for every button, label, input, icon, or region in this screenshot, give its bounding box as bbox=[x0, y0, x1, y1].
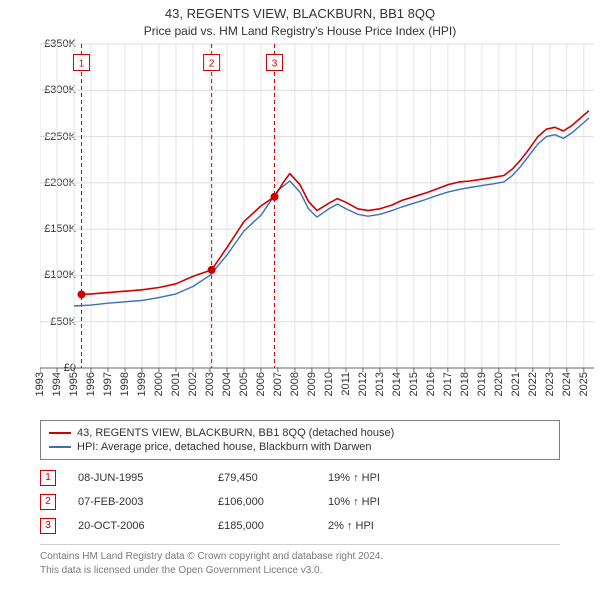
x-axis-label: 1993 bbox=[34, 372, 46, 396]
x-axis-label: 2013 bbox=[374, 372, 386, 396]
chart-subtitle: Price paid vs. HM Land Registry's House … bbox=[0, 21, 600, 42]
x-axis-label: 2012 bbox=[357, 372, 369, 396]
sales-price: £79,450 bbox=[218, 472, 328, 484]
x-axis-label: 1996 bbox=[85, 372, 97, 396]
sales-diff: 19% ↑ HPI bbox=[328, 472, 448, 484]
sales-diff: 2% ↑ HPI bbox=[328, 520, 448, 532]
sales-diff: 10% ↑ HPI bbox=[328, 496, 448, 508]
chart-svg: 1 2 3 bbox=[40, 42, 600, 372]
x-axis-label: 2004 bbox=[221, 372, 233, 396]
chart-area: £0£50K£100K£150K£200K£250K£300K£350K 123 bbox=[40, 42, 600, 372]
x-axis-label: 2024 bbox=[561, 372, 573, 396]
x-axis-label: 2014 bbox=[391, 372, 403, 396]
x-axis-label: 1997 bbox=[102, 372, 114, 396]
event-marker-num: 2 bbox=[209, 59, 215, 70]
sales-price: £185,000 bbox=[218, 520, 328, 532]
legend-swatch bbox=[49, 446, 71, 448]
sales-marker: 2 bbox=[40, 494, 56, 510]
x-axis-label: 2010 bbox=[323, 372, 335, 396]
x-axis-label: 2011 bbox=[340, 372, 352, 396]
x-axis-label: 2020 bbox=[493, 372, 505, 396]
sales-date: 08-JUN-1995 bbox=[78, 472, 218, 484]
sales-date: 07-FEB-2003 bbox=[78, 496, 218, 508]
sales-date: 20-OCT-2006 bbox=[78, 520, 218, 532]
x-axis-label: 1994 bbox=[51, 372, 63, 396]
x-axis-label: 2000 bbox=[153, 372, 165, 396]
series-marker bbox=[271, 193, 279, 201]
x-axis-label: 2002 bbox=[187, 372, 199, 396]
series-line bbox=[82, 111, 589, 295]
x-axis-label: 2003 bbox=[204, 372, 216, 396]
x-axis-label: 2009 bbox=[306, 372, 318, 396]
x-axis-label: 2018 bbox=[459, 372, 471, 396]
legend-swatch bbox=[49, 432, 71, 434]
series-marker bbox=[208, 266, 216, 274]
legend-label: HPI: Average price, detached house, Blac… bbox=[77, 441, 372, 453]
x-axis-label: 2019 bbox=[476, 372, 488, 396]
x-axis-label: 2016 bbox=[425, 372, 437, 396]
sales-marker: 1 bbox=[40, 470, 56, 486]
footer: Contains HM Land Registry data © Crown c… bbox=[40, 544, 560, 577]
sales-price: £106,000 bbox=[218, 496, 328, 508]
legend-item: HPI: Average price, detached house, Blac… bbox=[49, 440, 551, 454]
event-marker-num: 1 bbox=[79, 59, 85, 70]
legend-label: 43, REGENTS VIEW, BLACKBURN, BB1 8QQ (de… bbox=[77, 427, 394, 439]
page-root: 43, REGENTS VIEW, BLACKBURN, BB1 8QQ Pri… bbox=[0, 0, 600, 590]
x-axis-label: 2006 bbox=[255, 372, 267, 396]
x-axis-label: 2001 bbox=[170, 372, 182, 396]
footer-line-1: Contains HM Land Registry data © Crown c… bbox=[40, 550, 560, 564]
x-axis-label: 1999 bbox=[136, 372, 148, 396]
x-axis-label: 2007 bbox=[272, 372, 284, 396]
sales-row: 2 07-FEB-2003£106,00010% ↑ HPI bbox=[40, 490, 560, 514]
x-axis-label: 2008 bbox=[289, 372, 301, 396]
x-axis-label: 2015 bbox=[408, 372, 420, 396]
x-axis-label: 2021 bbox=[510, 372, 522, 396]
footer-line-2: This data is licensed under the Open Gov… bbox=[40, 564, 560, 578]
x-axis-label: 2022 bbox=[527, 372, 539, 396]
x-axis-label: 1998 bbox=[119, 372, 131, 396]
x-axis-label: 1995 bbox=[68, 372, 80, 396]
sales-row: 1 08-JUN-1995£79,45019% ↑ HPI bbox=[40, 466, 560, 490]
sales-marker: 3 bbox=[40, 518, 56, 534]
x-axis-label: 2023 bbox=[544, 372, 556, 396]
x-axis-label: 2025 bbox=[578, 372, 590, 396]
series-marker bbox=[77, 290, 85, 298]
chart-title: 43, REGENTS VIEW, BLACKBURN, BB1 8QQ bbox=[0, 0, 600, 21]
sales-table: 1 08-JUN-1995£79,45019% ↑ HPI 2 07-FEB-2003… bbox=[40, 466, 560, 538]
x-axis-labels: 1993199419951996199719981999200020012002… bbox=[40, 372, 600, 414]
series-line bbox=[74, 118, 589, 306]
x-axis-label: 2017 bbox=[442, 372, 454, 396]
event-marker-num: 3 bbox=[272, 59, 278, 70]
sales-row: 3 20-OCT-2006£185,0002% ↑ HPI bbox=[40, 514, 560, 538]
legend: 43, REGENTS VIEW, BLACKBURN, BB1 8QQ (de… bbox=[40, 420, 560, 460]
legend-item: 43, REGENTS VIEW, BLACKBURN, BB1 8QQ (de… bbox=[49, 426, 551, 440]
x-axis-label: 2005 bbox=[238, 372, 250, 396]
